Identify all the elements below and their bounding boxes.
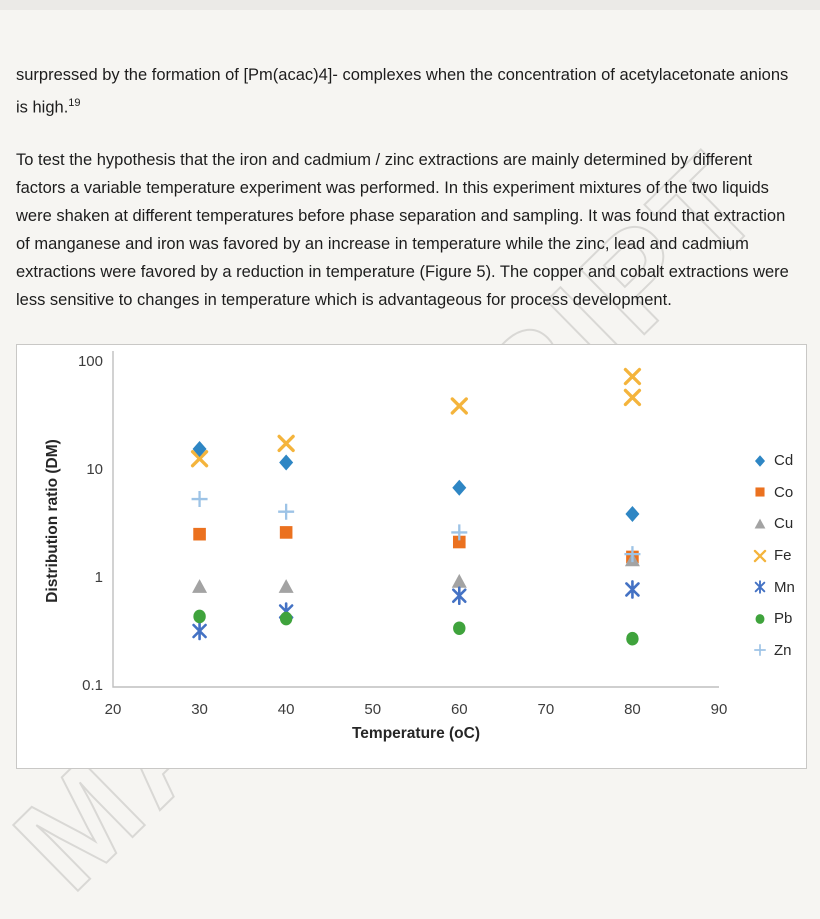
data-point-zn: [278, 503, 295, 520]
x-tick-label: 60: [450, 701, 468, 718]
y-tick-label: 100: [77, 353, 103, 370]
y-tick-label: 0.1: [82, 677, 103, 694]
legend-item-fe: Fe: [751, 540, 795, 572]
data-point-cu: [278, 579, 294, 593]
legend-label: Co: [774, 483, 794, 501]
data-point-mn: [192, 621, 207, 641]
paragraph-temperature-experiment: To test the hypothesis that the iron and…: [16, 150, 789, 309]
x-tick-label: 20: [104, 701, 122, 718]
data-point-fe: [277, 434, 295, 453]
x-tick-label: 40: [277, 701, 295, 718]
data-point-cu: [192, 579, 208, 593]
legend-label: Cd: [774, 452, 794, 470]
x-axis-title: Temperature (oC): [351, 725, 481, 742]
axis-lines: [112, 351, 719, 688]
legend-marker-triangle-icon: [754, 518, 766, 529]
data-point-mn: [625, 580, 640, 599]
legend-item-pb: Pb: [751, 603, 795, 635]
legend-item-cd: Cd: [751, 445, 795, 477]
data-point-pb: [279, 611, 293, 626]
data-point-fe: [623, 367, 642, 386]
data-point-zn: [624, 546, 641, 563]
page-top-strip: [0, 0, 820, 10]
legend-label: Mn: [774, 578, 795, 596]
data-point-zn: [191, 491, 208, 508]
legend-marker-asterisk-icon: [754, 580, 766, 594]
data-point-zn: [451, 524, 468, 541]
x-tick-label: 80: [624, 701, 641, 718]
data-point-fe: [450, 397, 468, 415]
data-point-cd: [625, 505, 640, 522]
legend-item-mn: Mn: [751, 571, 795, 603]
data-point-co: [193, 527, 206, 541]
x-tick-label: 70: [537, 701, 555, 718]
legend-item-zn: Zn: [751, 635, 795, 667]
y-tick-label: 1: [94, 569, 103, 586]
data-point-mn: [451, 586, 467, 606]
data-point-cd: [279, 454, 294, 471]
legend-item-co: Co: [751, 477, 795, 509]
data-point-fe: [190, 450, 209, 468]
data-point-cd: [192, 440, 207, 457]
legend-marker-circle-icon: [755, 613, 765, 624]
legend-marker-diamond-icon: [754, 455, 766, 467]
data-point-fe: [623, 388, 642, 407]
x-tick-label: 50: [364, 701, 382, 718]
data-point-pb: [453, 621, 466, 636]
data-point-pb: [626, 631, 639, 646]
chart-legend: Cd Co Cu Fe Mn Pb Zn: [751, 445, 795, 666]
paragraph-acetylacetonate: surpressed by the formation of [Pm(acac)…: [16, 61, 796, 122]
x-tick-label: 30: [191, 701, 208, 718]
legend-label: Zn: [774, 641, 792, 659]
scatter-plot-area: [112, 351, 719, 688]
legend-marker-plus-icon: [754, 644, 766, 657]
legend-marker-x-icon: [753, 549, 767, 562]
data-point-cu: [451, 573, 467, 588]
legend-label: Fe: [774, 547, 792, 565]
data-point-pb: [193, 609, 206, 624]
legend-label: Cu: [774, 515, 794, 533]
legend-item-cu: Cu: [751, 508, 795, 540]
data-point-co: [279, 526, 293, 539]
citation-superscript: 19: [68, 96, 81, 109]
legend-marker-square-icon: [755, 487, 765, 497]
legend-label: Pb: [774, 610, 793, 628]
data-point-co: [452, 535, 466, 549]
x-tick-label: 90: [710, 701, 728, 718]
data-point-cd: [452, 479, 467, 496]
paragraph-text: surpressed by the formation of [Pm(acac)…: [16, 65, 789, 117]
y-tick-label: 10: [86, 461, 103, 478]
figure-5-chart: Distribution ratio (DM) Temperature (oC)…: [16, 344, 807, 769]
